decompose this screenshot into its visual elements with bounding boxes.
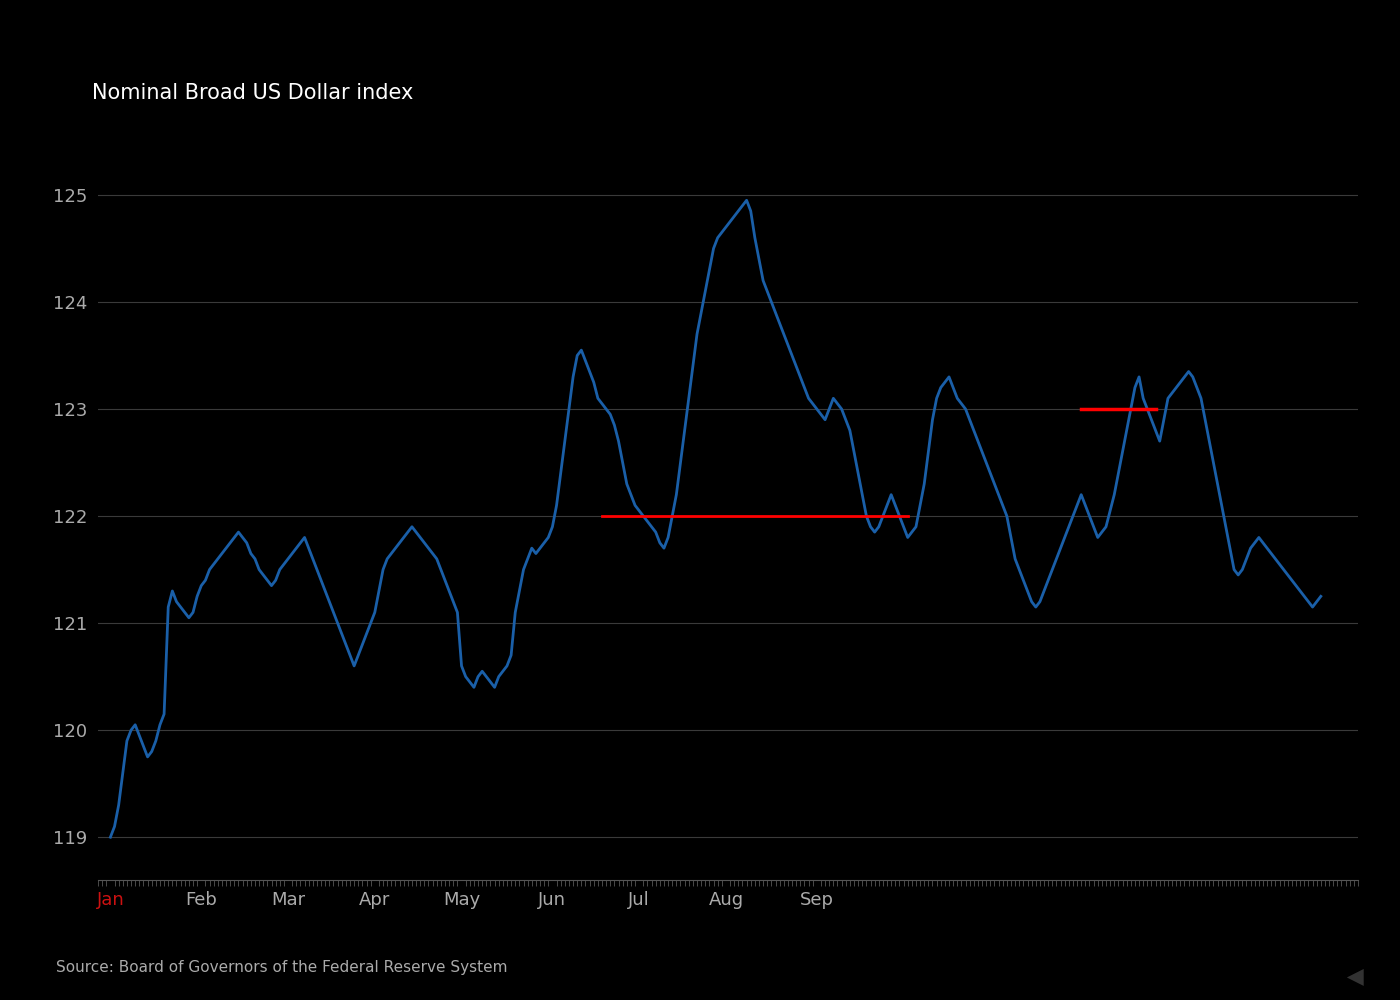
Text: Source: Board of Governors of the Federal Reserve System: Source: Board of Governors of the Federa… xyxy=(56,960,507,975)
Text: ▲: ▲ xyxy=(1345,968,1365,985)
Text: Nominal Broad US Dollar index: Nominal Broad US Dollar index xyxy=(92,83,413,103)
